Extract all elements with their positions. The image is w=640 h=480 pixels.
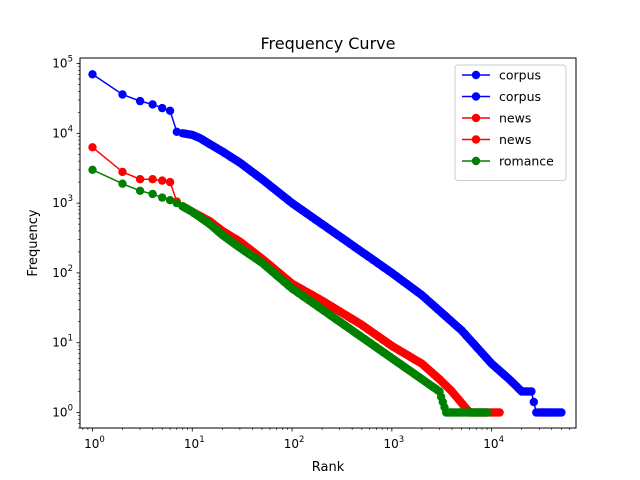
data-point xyxy=(118,90,127,99)
legend-label: news xyxy=(499,111,531,126)
x-tick-label: 104 xyxy=(483,435,504,451)
legend-entry-news: news xyxy=(462,111,531,126)
data-point xyxy=(165,177,175,187)
x-tick-label: 102 xyxy=(284,435,305,451)
y-tick-label: 104 xyxy=(52,124,73,140)
data-point xyxy=(165,106,175,116)
legend-box xyxy=(454,64,567,181)
y-tick-label: 101 xyxy=(52,334,73,350)
data-point xyxy=(135,96,145,106)
data-point xyxy=(158,193,167,202)
legend-marker xyxy=(471,70,481,80)
legend-label: corpus xyxy=(499,68,541,83)
data-point xyxy=(148,189,157,199)
x-axis-label: Rank xyxy=(312,460,345,475)
data-point xyxy=(557,408,566,417)
plot-frame xyxy=(79,57,577,429)
data-point xyxy=(148,175,157,184)
series-romance-4 xyxy=(88,165,492,417)
chart-title: Frequency Curve xyxy=(261,34,396,53)
data-point xyxy=(495,408,504,417)
series-corpus-0 xyxy=(88,70,566,417)
y-tick-label: 105 xyxy=(52,55,73,71)
data-point xyxy=(158,176,167,185)
data-point xyxy=(482,408,492,417)
y-axis-label: Frequency xyxy=(26,209,41,276)
y-tick-label: 103 xyxy=(52,194,73,210)
legend-label: news xyxy=(499,132,531,147)
data-point xyxy=(88,70,97,79)
x-tick-label: 101 xyxy=(184,435,205,451)
data-point xyxy=(529,397,538,407)
legend-marker xyxy=(471,92,481,101)
data-point xyxy=(118,167,127,177)
series-layer xyxy=(88,70,566,417)
legend-entry-romance: romance xyxy=(462,154,554,169)
data-point xyxy=(88,143,97,152)
legend-label: romance xyxy=(499,154,554,169)
data-point xyxy=(165,196,175,205)
legend-marker xyxy=(471,156,481,166)
legend-marker xyxy=(471,113,481,123)
legend-entry-corpus: corpus xyxy=(462,68,541,83)
data-point xyxy=(158,103,167,113)
data-point xyxy=(135,186,145,195)
data-point xyxy=(135,175,145,184)
data-point xyxy=(88,165,97,174)
legend-entry-corpus: corpus xyxy=(462,89,541,104)
legend: corpus corpus news news romance xyxy=(454,64,567,181)
data-point xyxy=(148,100,157,109)
y-tick-label: 102 xyxy=(52,264,73,280)
ticks-layer: 100 101 102 103 104 100 101 102 103 104 105 xyxy=(52,55,570,451)
legend-marker xyxy=(471,135,481,144)
x-tick-label: 100 xyxy=(84,435,105,451)
legend-entry-news: news xyxy=(462,132,531,147)
data-point xyxy=(527,387,536,396)
x-tick-label: 103 xyxy=(384,435,405,451)
legend-label: corpus xyxy=(499,89,541,104)
data-point xyxy=(118,179,127,188)
y-tick-label: 100 xyxy=(52,404,73,420)
